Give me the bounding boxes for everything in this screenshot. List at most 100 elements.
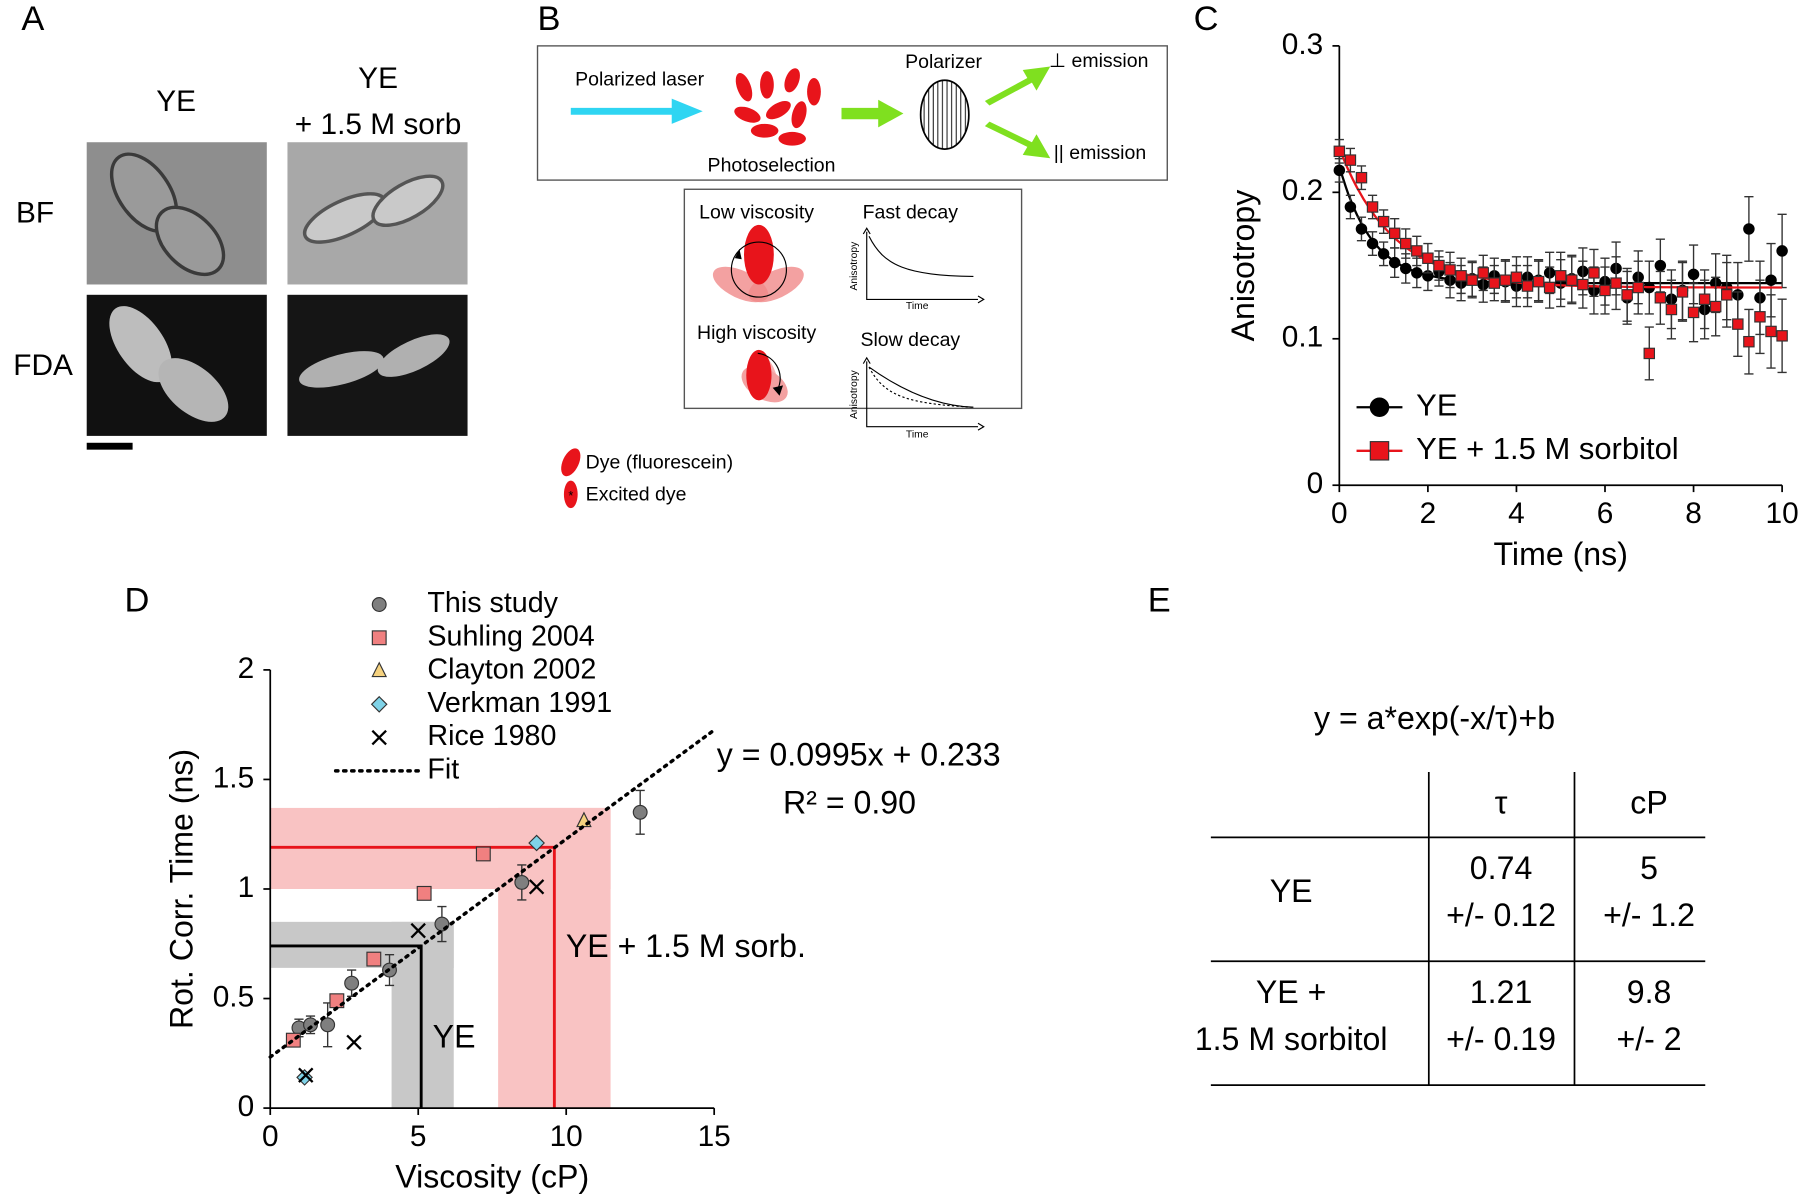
y-tick-label: 1 bbox=[238, 871, 255, 904]
marker bbox=[1344, 201, 1357, 213]
marker bbox=[1543, 281, 1556, 294]
marker bbox=[1366, 201, 1379, 213]
marker bbox=[1369, 397, 1390, 417]
marker bbox=[1400, 262, 1412, 275]
marker bbox=[1433, 259, 1445, 272]
marker bbox=[1599, 284, 1611, 297]
legend-label: This study bbox=[427, 587, 558, 619]
marker bbox=[1654, 292, 1667, 304]
marker bbox=[475, 846, 491, 862]
x-tick-label: 4 bbox=[1508, 497, 1525, 530]
diagram-label: Slow decay bbox=[860, 329, 960, 351]
marker bbox=[1676, 286, 1689, 298]
marker bbox=[1776, 330, 1788, 342]
decay-plot bbox=[862, 227, 985, 304]
legend-label: Suhling 2004 bbox=[427, 620, 594, 652]
x-axis-title: Time (ns) bbox=[1494, 536, 1628, 572]
table-rules bbox=[1210, 771, 1706, 1087]
diagram-box bbox=[683, 188, 1023, 410]
marker bbox=[1521, 280, 1534, 292]
marker bbox=[1466, 274, 1478, 286]
marker bbox=[371, 597, 387, 612]
legend-label: Fit bbox=[427, 753, 459, 785]
marker bbox=[320, 1017, 336, 1033]
diagram-label: ⊥ emission bbox=[1049, 50, 1148, 72]
diagram-box bbox=[536, 45, 1168, 181]
marker bbox=[1709, 300, 1722, 313]
row-label: YE bbox=[1270, 873, 1313, 909]
marker bbox=[371, 729, 387, 746]
x-tick-label: 6 bbox=[1597, 497, 1614, 530]
decay-plot bbox=[862, 356, 985, 431]
marker bbox=[1743, 223, 1755, 235]
column-label: YE bbox=[156, 85, 196, 118]
dye-cluster bbox=[734, 68, 821, 146]
legend-label: Clayton 2002 bbox=[427, 654, 596, 686]
marker bbox=[366, 951, 382, 967]
arrow bbox=[984, 121, 1051, 159]
legend-label: YE bbox=[1416, 387, 1457, 422]
marker bbox=[1355, 223, 1368, 235]
marker bbox=[1455, 270, 1467, 282]
annotation: y = 0.0995x + 0.233 bbox=[717, 737, 1001, 773]
table-cell: +/- 1.2 bbox=[1603, 897, 1695, 933]
y-tick-label: 0 bbox=[238, 1090, 255, 1123]
axis-label: Time bbox=[906, 301, 929, 312]
table-cell: 5 bbox=[1640, 850, 1658, 886]
row-label: 1.5 M sorbitol bbox=[1195, 1021, 1388, 1057]
marker bbox=[1400, 237, 1412, 250]
legend-label: Verkman 1991 bbox=[427, 687, 612, 719]
diagram-label: Low viscosity bbox=[699, 202, 814, 224]
marker bbox=[1333, 164, 1346, 177]
marker bbox=[1643, 347, 1656, 360]
polarizer bbox=[919, 79, 970, 150]
legend-marker bbox=[563, 480, 578, 509]
micrograph bbox=[287, 294, 468, 436]
panel-label: E bbox=[1148, 581, 1171, 619]
marker bbox=[1588, 267, 1600, 279]
marker bbox=[1532, 275, 1545, 288]
marker bbox=[528, 879, 545, 895]
table-cell: 1.21 bbox=[1470, 974, 1533, 1010]
marker bbox=[1499, 274, 1512, 286]
marker bbox=[1577, 278, 1589, 291]
marker bbox=[1411, 245, 1423, 257]
legend-marker bbox=[561, 448, 581, 477]
marker bbox=[1632, 281, 1644, 294]
y-tick-label: 0 bbox=[1307, 467, 1324, 500]
rotation-diagram bbox=[741, 349, 788, 403]
marker bbox=[370, 695, 388, 713]
legend-marker: * bbox=[568, 489, 573, 503]
legend-label: Dye (fluorescein) bbox=[586, 452, 733, 474]
annotation: R² = 0.90 bbox=[783, 785, 916, 821]
legend-label: Excited dye bbox=[586, 484, 687, 506]
marker bbox=[1698, 293, 1711, 305]
scale-bar bbox=[86, 442, 133, 450]
diagram-label: Polarizer bbox=[905, 51, 982, 73]
y-tick-label: 0.3 bbox=[1282, 28, 1323, 61]
table-header: cP bbox=[1630, 785, 1667, 821]
diagram-label: || emission bbox=[1054, 142, 1147, 164]
formula: y = a*exp(-x/τ)+b bbox=[1314, 700, 1555, 736]
table-cell: +/- 0.12 bbox=[1446, 897, 1556, 933]
y-tick-label: 0.2 bbox=[1282, 174, 1323, 207]
arrow bbox=[984, 66, 1051, 106]
marker bbox=[1444, 264, 1456, 276]
column-label: + 1.5 M sorb bbox=[295, 108, 462, 141]
legend-label: YE + 1.5 M sorbitol bbox=[1416, 431, 1679, 466]
y-axis-title: Anisotropy bbox=[1225, 190, 1261, 342]
marker bbox=[514, 874, 530, 890]
marker bbox=[1554, 270, 1567, 282]
region-label: YE bbox=[433, 1019, 476, 1055]
marker bbox=[1333, 145, 1346, 158]
row-label: BF bbox=[16, 196, 54, 229]
marker bbox=[1776, 245, 1788, 257]
table-cell: 0.74 bbox=[1470, 850, 1533, 886]
marker bbox=[371, 661, 388, 678]
y-tick-label: 0.5 bbox=[213, 980, 254, 1013]
marker bbox=[1388, 256, 1401, 269]
marker bbox=[1765, 325, 1777, 338]
marker bbox=[1477, 267, 1489, 279]
micrograph bbox=[86, 294, 267, 436]
